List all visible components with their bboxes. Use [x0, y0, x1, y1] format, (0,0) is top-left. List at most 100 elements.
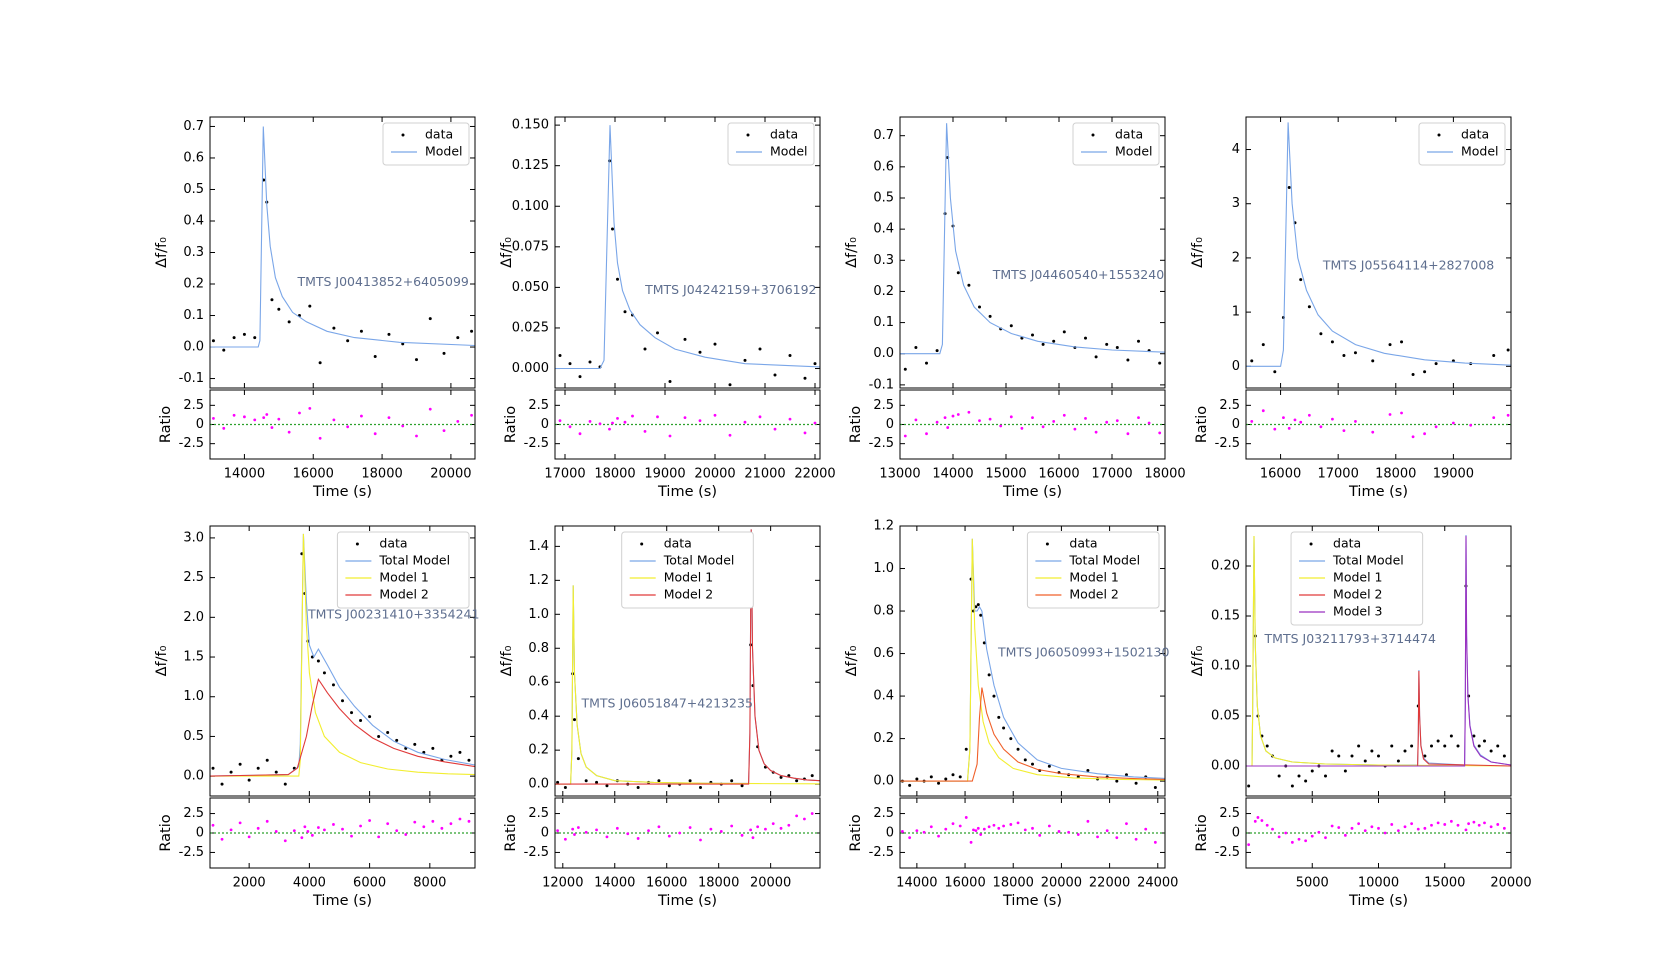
data-point [730, 779, 734, 783]
y-tick-label: 0.05 [1211, 709, 1240, 724]
ratio-point [1403, 825, 1407, 829]
data-point [1304, 779, 1308, 783]
ratio-point [1337, 826, 1341, 829]
y-tick-label: 0.075 [512, 239, 549, 254]
x-tick-label: 18000 [1144, 467, 1185, 482]
ratio-point [458, 817, 462, 821]
ratio-point [1105, 829, 1109, 833]
ratio-point [401, 424, 405, 428]
ratio-point [1009, 823, 1013, 826]
y-tick-label: 0.5 [873, 190, 894, 205]
data-point [1250, 359, 1254, 363]
plot-area [555, 125, 820, 387]
data-point [1290, 784, 1294, 788]
data-point [1134, 781, 1138, 785]
data-point [683, 337, 687, 341]
ratio-area [210, 407, 475, 440]
ratio-point [956, 413, 960, 416]
ratio-point [1016, 821, 1020, 825]
data-point [810, 774, 814, 778]
model-line [555, 585, 820, 785]
ratio-frame [554, 797, 821, 869]
ratio-point [974, 829, 978, 833]
y-tick-label: 0.100 [512, 199, 549, 214]
x-tick-label: 18000 [1375, 467, 1416, 482]
ratio-point [929, 825, 933, 829]
ratio-point [1492, 416, 1496, 419]
plot-area [210, 126, 475, 365]
y-tick-label: 0.050 [512, 280, 549, 295]
legend-label: Model 2 [664, 587, 713, 602]
ratio-point [1047, 824, 1051, 828]
ratio-point [274, 830, 278, 833]
panel: 0.00 0.05 0.10 0.15 0.20 -2.5 0 2.5 5000 10000 150… [1190, 525, 1532, 909]
ratio-point [719, 830, 723, 833]
ratio-point [1067, 830, 1071, 834]
data-point [373, 354, 377, 358]
data-point [929, 775, 933, 779]
ratio-point [1310, 834, 1314, 838]
data-point [937, 781, 941, 785]
data-point [1400, 340, 1404, 344]
legend-label: data [664, 536, 692, 551]
ratio-point [323, 828, 326, 832]
ratio-point [1477, 823, 1481, 827]
data-point [1031, 333, 1034, 337]
main-frame [899, 525, 1166, 797]
legend-label: Model 1 [379, 570, 428, 585]
ratio-point [946, 426, 950, 429]
data-point [976, 603, 980, 607]
y-tick-label: 0.6 [873, 159, 894, 174]
x-tick-label: 5000 [1296, 876, 1329, 891]
legend-marker [355, 542, 359, 546]
ratio-y-tick-label: 2.5 [183, 398, 204, 413]
ratio-axis-label: Ratio [503, 814, 519, 851]
data-point [470, 329, 474, 333]
data-point [316, 659, 320, 663]
data-point [1086, 768, 1090, 772]
data-point [1084, 336, 1087, 340]
ratio-point [341, 827, 344, 831]
ratio-point [220, 837, 224, 841]
data-point [1115, 779, 1119, 783]
x-tick-label: 20000 [750, 876, 791, 891]
ratio-point [1502, 826, 1506, 830]
ratio-point [1383, 831, 1387, 835]
legend-label: Total Model [1332, 553, 1404, 568]
data-point [1337, 754, 1341, 758]
y-tick-label: 0.8 [528, 641, 549, 656]
data-point [422, 750, 426, 754]
ratio-point [935, 420, 939, 424]
ratio-point [1256, 816, 1260, 819]
ratio-point [699, 838, 702, 842]
ratio-point [997, 826, 1001, 830]
ratio-point [810, 812, 814, 815]
data-point [997, 715, 1001, 719]
ratio-point [1038, 833, 1042, 837]
ratio-point [556, 829, 559, 833]
ratio-point [979, 833, 983, 836]
data-point [341, 699, 344, 703]
ratio-point [1144, 827, 1148, 831]
data-point [572, 718, 576, 722]
legend-marker [640, 542, 644, 546]
data-point [1299, 278, 1303, 282]
legend-marker [746, 133, 750, 137]
data-point [1307, 305, 1311, 309]
ratio-frame [1245, 389, 1512, 460]
data-point [1105, 342, 1109, 346]
ratio-point [387, 416, 391, 419]
ratio-point [1357, 822, 1361, 826]
data-point [1434, 362, 1438, 366]
ratio-point [976, 826, 980, 830]
data-point [1350, 754, 1354, 758]
ratio-point [743, 420, 747, 424]
legend-box [336, 531, 470, 609]
ratio-point [360, 414, 363, 418]
data-point [636, 786, 640, 790]
ratio-point [1282, 416, 1285, 419]
ratio-point [1134, 837, 1138, 841]
ratio-y-tick-label: 2.5 [528, 806, 549, 821]
ratio-point [467, 819, 471, 823]
ratio-y-tick-label: -2.5 [179, 436, 204, 451]
